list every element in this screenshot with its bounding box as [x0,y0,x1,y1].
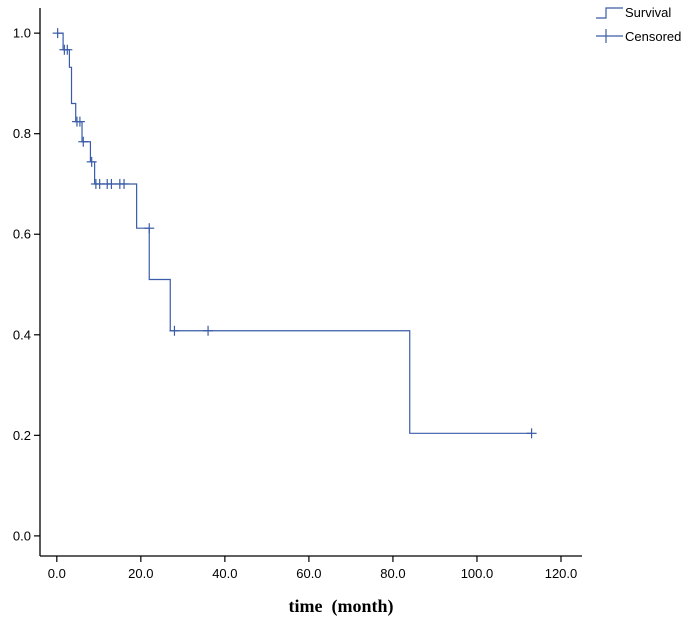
x-tick-label: 40.0 [212,566,237,581]
x-tick-label: 80.0 [380,566,405,581]
x-tick-label: 100.0 [461,566,494,581]
y-tick-label: 1.0 [13,26,31,41]
legend-item-survival: Survival [596,5,671,20]
censored-marker [203,325,214,336]
x-tick-label: 20.0 [128,566,153,581]
plot-area [52,28,537,439]
censored-marker [74,116,85,127]
x-tick-label: 0.0 [48,566,66,581]
y-tick-label: 0.8 [13,126,31,141]
censored-marker [106,178,117,189]
censored-marker [52,28,63,39]
axes: 0.0 0.2 0.4 0.6 0.8 1.0 0.0 20.0 40.0 60.0 80.0 100… [13,8,582,581]
y-tick-label: 0.4 [13,327,31,342]
y-tick-label: 0.2 [13,428,31,443]
legend-item-censored: Censored [596,29,681,44]
legend-label-censored: Censored [625,29,681,44]
censored-marker [78,136,89,147]
censored-marker [86,156,97,167]
y-tick-label: 0.0 [13,528,31,543]
x-tick-label: 60.0 [296,566,321,581]
survival-step-line [56,32,532,434]
legend: Survival Censored [596,5,681,44]
y-tick-label: 0.6 [13,227,31,242]
x-tick-label: 120.0 [545,566,578,581]
legend-label-survival: Survival [625,5,671,20]
censored-marker [62,44,73,55]
x-axis-label: time (month) [289,596,394,617]
censored-marker [526,428,537,439]
censored-marker [144,223,155,234]
legend-step-icon [596,7,623,19]
censored-marker [169,325,180,336]
censored-marker [119,178,130,189]
